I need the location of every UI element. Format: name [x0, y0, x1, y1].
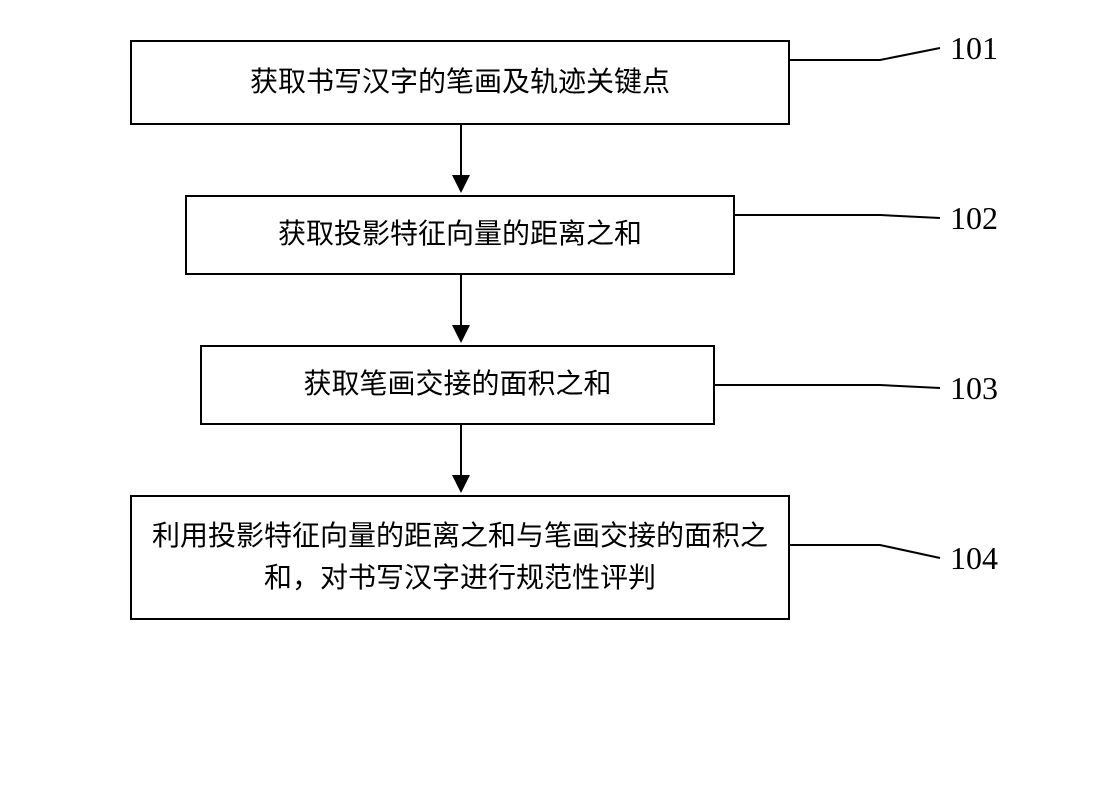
flowchart-node-103: 获取笔画交接的面积之和 [200, 345, 715, 425]
flowchart-node-101: 获取书写汉字的笔画及轨迹关键点 [130, 40, 790, 125]
arrow-head-icon [452, 175, 470, 193]
flowchart-node-102: 获取投影特征向量的距离之和 [185, 195, 735, 275]
arrow-2 [130, 275, 790, 345]
label-104: 104 [950, 540, 998, 577]
arrow-line [460, 275, 462, 331]
node-text: 获取笔画交接的面积之和 [303, 364, 611, 406]
arrow-1 [130, 125, 790, 195]
arrow-head-icon [452, 325, 470, 343]
label-101: 101 [950, 30, 998, 67]
flowchart-node-104: 利用投影特征向量的距离之和与笔画交接的面积之和，对书写汉字进行规范性评判 [130, 495, 790, 620]
arrow-line [460, 425, 462, 481]
arrow-head-icon [452, 475, 470, 493]
flowchart-container: 获取书写汉字的笔画及轨迹关键点 获取投影特征向量的距离之和 获取笔画交接的面积之… [130, 40, 830, 620]
label-102: 102 [950, 200, 998, 237]
node-text: 获取书写汉字的笔画及轨迹关键点 [250, 62, 670, 104]
label-103: 103 [950, 370, 998, 407]
arrow-line [460, 125, 462, 181]
node-text: 获取投影特征向量的距离之和 [278, 214, 642, 256]
node-text: 利用投影特征向量的距离之和与笔画交接的面积之和，对书写汉字进行规范性评判 [152, 516, 768, 600]
arrow-3 [130, 425, 790, 495]
